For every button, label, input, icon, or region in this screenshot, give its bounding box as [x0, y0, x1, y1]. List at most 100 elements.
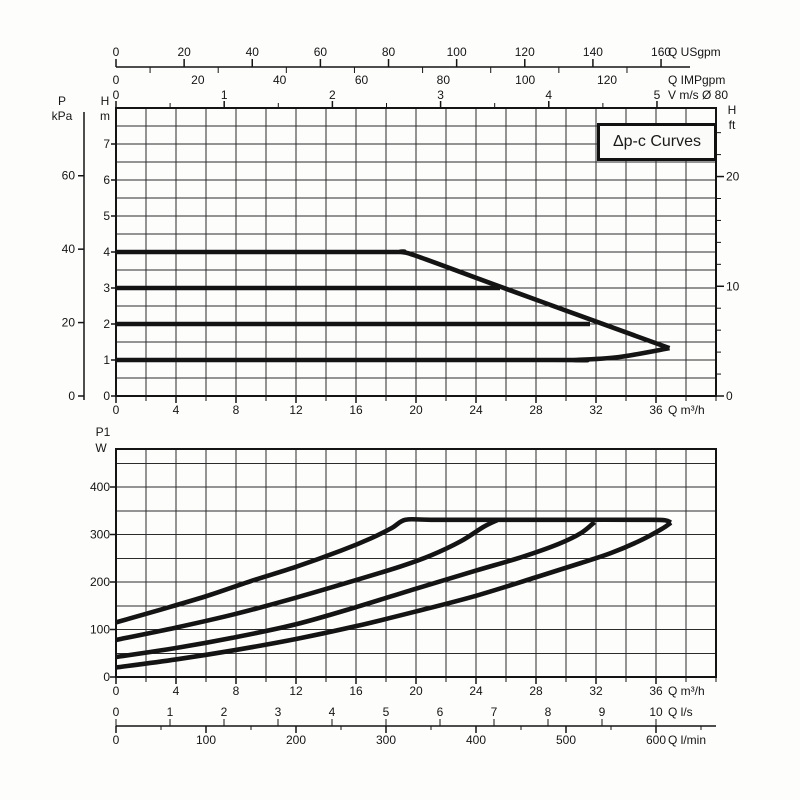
- delta-p-c-curves-box: Δp-c Curves: [597, 123, 717, 161]
- tick-label-w: 0: [103, 670, 110, 684]
- tick-label-usgpm: 140: [583, 45, 603, 59]
- axis-title-p1: P1: [96, 425, 111, 439]
- tick-label-usgpm: 0: [113, 45, 120, 59]
- tick-label-lmin: 100: [196, 733, 216, 747]
- tick-label-v: 0: [113, 88, 120, 102]
- tick-label-h-m: 6: [103, 173, 110, 187]
- tick-label-impgpm: 20: [191, 73, 205, 87]
- tick-label-lmin: 300: [376, 733, 396, 747]
- axis-h-m: 0 1 2 3 4 5 6 7 Hm: [100, 94, 116, 403]
- delta-p-c-curves-label: Δp-c Curves: [612, 133, 702, 150]
- power-chart-curves: [115, 516, 673, 670]
- tick-label-m3h: 12: [289, 403, 303, 417]
- tick-label-m3h-2: 36: [649, 684, 663, 698]
- tick-label-usgpm: 60: [314, 45, 328, 59]
- tick-label-lmin: 500: [556, 733, 576, 747]
- tick-label-lmin: 400: [466, 733, 486, 747]
- axis-title-ft: ft: [729, 118, 736, 132]
- tick-label-kpa: 20: [62, 316, 76, 330]
- tick-label-impgpm: 0: [113, 73, 120, 87]
- tick-label-lmin: 600: [646, 733, 666, 747]
- axis-q-m3h-head: 0 4 8 12 16 20 24 28 32 36 Q m³/h: [113, 396, 717, 417]
- axis-title-impgpm: Q IMPgpm: [668, 73, 725, 87]
- tick-label-m3h-2: 0: [113, 684, 120, 698]
- axis-title-lmin: Q l/min: [668, 733, 706, 747]
- tick-label-m3h-2: 20: [409, 684, 423, 698]
- tick-label-h-m: 5: [103, 209, 110, 223]
- tick-label-impgpm: 40: [273, 73, 287, 87]
- tick-label-usgpm: 20: [177, 45, 191, 59]
- tick-label-impgpm: 60: [355, 73, 369, 87]
- tick-label-kpa: 60: [62, 169, 76, 183]
- tick-label-w: 400: [90, 480, 110, 494]
- tick-label-usgpm: 100: [447, 45, 467, 59]
- tick-label-m3h-2: 28: [529, 684, 543, 698]
- curve-p1-at-setpoint-3m: [115, 518, 499, 643]
- tick-label-v: 3: [437, 88, 444, 102]
- tick-label-m3h: 36: [649, 403, 663, 417]
- tick-label-ls: 6: [437, 705, 444, 719]
- tick-label-m3h-2: 4: [173, 684, 180, 698]
- axis-title-kpa: kPa: [52, 109, 73, 123]
- tick-label-m3h-2: 24: [469, 684, 483, 698]
- tick-label-ls: 7: [491, 705, 498, 719]
- tick-label-lmin: 200: [286, 733, 306, 747]
- axis-title-usgpm: Q USgpm: [668, 45, 721, 59]
- head-chart-curves: [116, 249, 671, 363]
- tick-label-m3h: 24: [469, 403, 483, 417]
- tick-label-v: 2: [329, 88, 336, 102]
- tick-label-ls: 1: [167, 705, 174, 719]
- tick-label-m3h: 32: [589, 403, 603, 417]
- tick-label-ls: 0: [113, 705, 120, 719]
- tick-label-m3h: 8: [233, 403, 240, 417]
- tick-label-h-m: 0: [103, 389, 110, 403]
- tick-label-m3h: 4: [173, 403, 180, 417]
- tick-label-m3h-2: 32: [589, 684, 603, 698]
- tick-label-v: 4: [545, 88, 552, 102]
- tick-label-usgpm: 120: [515, 45, 535, 59]
- tick-label-impgpm: 100: [515, 73, 535, 87]
- tick-label-ls: 8: [545, 705, 552, 719]
- tick-label-impgpm: 80: [437, 73, 451, 87]
- tick-label-usgpm: 40: [246, 45, 260, 59]
- tick-label-m3h-2: 8: [233, 684, 240, 698]
- curve-setpoint-4m-and-max-speed-curve: [116, 249, 671, 351]
- tick-label-w: 200: [90, 575, 110, 589]
- tick-label-ls: 5: [383, 705, 390, 719]
- tick-label-w: 100: [90, 623, 110, 637]
- curve-setpoint-1m-min-curve: [116, 345, 670, 363]
- tick-label-m3h: 20: [409, 403, 423, 417]
- tick-label-ls: 4: [329, 705, 336, 719]
- tick-label-h-m: 2: [103, 317, 110, 331]
- tick-label-ls: 3: [275, 705, 282, 719]
- tick-label-h-m: 7: [103, 137, 110, 151]
- curve-p1-at-setpoint-1m: [115, 520, 673, 670]
- tick-label-m3h: 16: [349, 403, 363, 417]
- axis-q-m3h-power: 0 4 8 12 16 20 24 28 32 36 Q m³/h: [113, 677, 717, 698]
- axis-title-w: W: [95, 441, 107, 455]
- axis-h-ft: 0 10 20 Hft: [716, 103, 740, 403]
- axis-title-p: P: [58, 94, 66, 108]
- tick-label-usgpm: 80: [382, 45, 396, 59]
- tick-label-impgpm: 120: [597, 73, 617, 87]
- axis-title-ls: Q l/s: [668, 705, 693, 719]
- axis-title-h-right: H: [728, 103, 737, 117]
- axis-q-impgpm: 0 20 40 60 80 100 120 Q IMPgpm: [113, 73, 726, 87]
- curve-p1-at-setpoint-2m: [115, 520, 596, 660]
- tick-label-m3h-2: 16: [349, 684, 363, 698]
- axis-title-m3h-2: Q m³/h: [668, 684, 705, 698]
- axis-v-ms: 0 1 2 3 4 5 V m/s Ø 80: [113, 88, 728, 108]
- axis-title-m: m: [100, 109, 110, 123]
- tick-label-h-m: 4: [103, 245, 110, 259]
- tick-label-v: 5: [654, 88, 661, 102]
- tick-label-w: 300: [90, 528, 110, 542]
- tick-label-v: 1: [221, 88, 228, 102]
- axis-title-h: H: [101, 94, 110, 108]
- tick-label-ls: 9: [599, 705, 606, 719]
- tick-label-kpa: 40: [62, 242, 76, 256]
